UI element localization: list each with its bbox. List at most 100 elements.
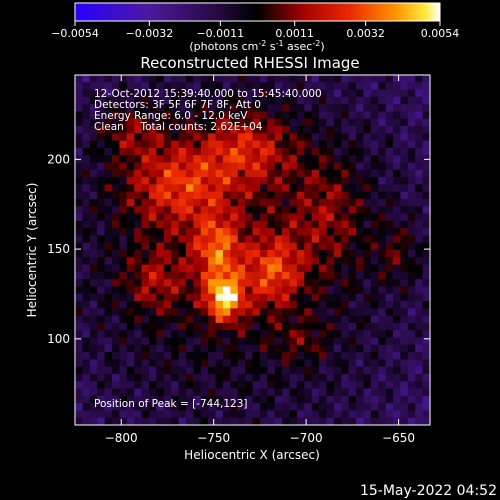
- heatmap-cell: [422, 337, 430, 346]
- heatmap-cell: [363, 366, 372, 375]
- heatmap-cell: [208, 75, 217, 83]
- heatmap-cell: [111, 344, 120, 353]
- heatmap-cell: [296, 293, 305, 302]
- heatmap-cell: [185, 344, 194, 353]
- heatmap-cell: [363, 177, 372, 185]
- heatmap-cell: [171, 308, 180, 317]
- heatmap-cell: [89, 104, 98, 113]
- heatmap-cell: [370, 315, 379, 324]
- heatmap-cell: [245, 96, 254, 105]
- heatmap-cell: [407, 242, 416, 251]
- heatmap-cell: [230, 184, 239, 193]
- annotation-peak-position: Position of Peak = [-744,123]: [94, 398, 248, 410]
- heatmap-cell: [348, 118, 357, 127]
- heatmap-cell: [163, 250, 172, 258]
- heatmap-cell: [304, 293, 313, 302]
- heatmap-cell: [141, 198, 150, 207]
- heatmap-cell: [259, 235, 268, 244]
- heatmap-cell: [208, 184, 217, 193]
- heatmap-cell: [304, 315, 313, 324]
- heatmap-cell: [215, 250, 224, 258]
- heatmap-cell: [363, 395, 372, 404]
- heatmap-cell: [208, 410, 217, 419]
- heatmap-cell: [333, 286, 342, 295]
- heatmap-cell: [148, 344, 157, 353]
- heatmap-cell: [200, 366, 209, 375]
- heatmap-cell: [156, 279, 165, 288]
- heatmap-cell: [230, 191, 239, 200]
- heatmap-cell: [311, 417, 320, 425]
- heatmap-cell: [75, 177, 83, 185]
- heatmap-cell: [304, 133, 313, 142]
- heatmap-cell: [385, 373, 394, 382]
- heatmap-cell: [304, 177, 313, 185]
- heatmap-cell: [89, 147, 98, 156]
- heatmap-cell: [230, 373, 239, 382]
- heatmap-cell: [200, 228, 209, 237]
- heatmap-cell: [75, 184, 83, 193]
- heatmap-cell: [341, 279, 350, 288]
- heatmap-cell: [171, 235, 180, 244]
- heatmap-cell: [193, 344, 202, 353]
- heatmap-cell: [259, 403, 268, 412]
- heatmap-cell: [97, 82, 106, 91]
- heatmap-cell: [385, 220, 394, 229]
- heatmap-cell: [356, 140, 365, 149]
- heatmap-cell: [89, 352, 98, 360]
- heatmap-cell: [97, 184, 106, 193]
- heatmap-cell: [82, 388, 91, 397]
- heatmap-cell: [104, 191, 113, 200]
- heatmap-cell: [245, 89, 254, 98]
- heatmap-cell: [215, 75, 224, 83]
- heatmap-cell: [363, 104, 372, 113]
- heatmap-cell: [267, 235, 276, 244]
- heatmap-cell: [148, 271, 157, 280]
- colorbar-unit-label: (photons cm-2 s-1 asec-2): [189, 39, 324, 53]
- heatmap-cell: [319, 104, 328, 113]
- heatmap-cell: [333, 410, 342, 419]
- heatmap-cell: [193, 388, 202, 397]
- heatmap-cell: [200, 126, 209, 134]
- heatmap-cell: [311, 330, 320, 339]
- heatmap-cell: [215, 228, 224, 237]
- heatmap-cell: [230, 417, 239, 425]
- heatmap-cell: [319, 388, 328, 397]
- heatmap-cell: [126, 395, 135, 404]
- heatmap-cell: [400, 220, 409, 229]
- heatmap-cell: [126, 403, 135, 412]
- heatmap-cell: [193, 250, 202, 258]
- heatmap-cell: [237, 388, 246, 397]
- heatmap-cell: [385, 308, 394, 317]
- heatmap-cell: [185, 264, 194, 273]
- heatmap-cell: [178, 162, 187, 171]
- heatmap-cell: [415, 293, 424, 302]
- heatmap-cell: [274, 140, 283, 149]
- heatmap-cell: [193, 155, 202, 164]
- heatmap-cell: [296, 213, 305, 222]
- heatmap-cell: [134, 417, 143, 425]
- heatmap-cell: [230, 147, 239, 156]
- heatmap-cell: [208, 308, 217, 317]
- heatmap-cell: [252, 75, 261, 83]
- heatmap-cell: [407, 395, 416, 404]
- heatmap-cell: [296, 198, 305, 207]
- heatmap-cell: [245, 410, 254, 419]
- heatmap-cell: [134, 322, 143, 331]
- heatmap-cell: [267, 118, 276, 127]
- heatmap-cell: [252, 184, 261, 193]
- heatmap-cell: [326, 162, 335, 171]
- heatmap-cell: [311, 279, 320, 288]
- heatmap-cell: [89, 111, 98, 120]
- heatmap-cell: [304, 279, 313, 288]
- heatmap-cell: [171, 89, 180, 98]
- heatmap-cell: [119, 417, 128, 425]
- heatmap-cell: [289, 330, 298, 339]
- heatmap-cell: [274, 395, 283, 404]
- heatmap-cell: [119, 96, 128, 105]
- heatmap-cell: [393, 213, 402, 222]
- heatmap-cell: [274, 213, 283, 222]
- heatmap-cell: [171, 330, 180, 339]
- heatmap-cell: [193, 82, 202, 91]
- heatmap-cell: [289, 75, 298, 83]
